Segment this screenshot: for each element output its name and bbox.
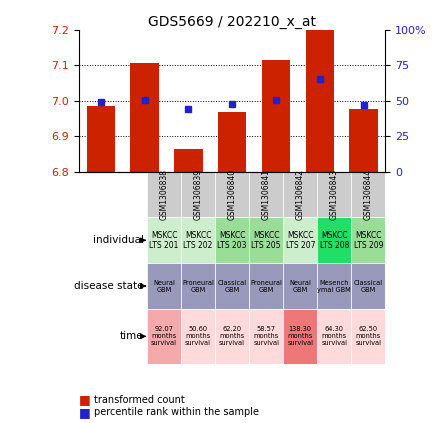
Text: 62.50
months
survival: 62.50 months survival: [355, 326, 381, 346]
Text: MSKCC
LTS 205: MSKCC LTS 205: [251, 231, 281, 250]
Title: GDS5669 / 202210_x_at: GDS5669 / 202210_x_at: [148, 14, 316, 29]
Bar: [181, 263, 215, 309]
Bar: [349, 110, 378, 172]
Bar: [86, 106, 115, 172]
Text: Neural
GBM: Neural GBM: [290, 280, 311, 293]
Bar: [215, 172, 249, 217]
Bar: [283, 172, 317, 217]
Bar: [249, 263, 283, 309]
Text: GSM1306838: GSM1306838: [159, 169, 169, 220]
Text: 50.60
months
survival: 50.60 months survival: [185, 326, 211, 346]
Text: MSKCC
LTS 209: MSKCC LTS 209: [353, 231, 383, 250]
Text: 138.30
months
survival: 138.30 months survival: [287, 326, 313, 346]
Bar: [130, 63, 159, 172]
Text: MSKCC
LTS 203: MSKCC LTS 203: [217, 231, 247, 250]
Bar: [181, 309, 215, 364]
Text: ■: ■: [79, 393, 91, 406]
Bar: [283, 217, 317, 263]
Text: GSM1306842: GSM1306842: [296, 169, 305, 220]
Bar: [283, 309, 317, 364]
Text: GSM1306839: GSM1306839: [194, 169, 202, 220]
Text: Classical
GBM: Classical GBM: [354, 280, 383, 293]
Bar: [174, 148, 202, 172]
Bar: [218, 112, 246, 172]
Bar: [249, 217, 283, 263]
Bar: [305, 30, 334, 172]
Bar: [283, 263, 317, 309]
Text: MSKCC
LTS 208: MSKCC LTS 208: [320, 231, 349, 250]
Bar: [351, 263, 385, 309]
Bar: [317, 263, 351, 309]
Text: GSM1306840: GSM1306840: [228, 169, 237, 220]
Bar: [351, 309, 385, 364]
Text: 62.20
months
survival: 62.20 months survival: [219, 326, 245, 346]
Text: GSM1306844: GSM1306844: [364, 169, 373, 220]
Text: GSM1306841: GSM1306841: [262, 169, 271, 220]
Bar: [317, 172, 351, 217]
Bar: [261, 60, 290, 172]
Bar: [147, 217, 181, 263]
Text: transformed count: transformed count: [94, 395, 185, 405]
Text: disease state: disease state: [74, 281, 144, 291]
Text: 92.07
months
survival: 92.07 months survival: [151, 326, 177, 346]
Bar: [215, 309, 249, 364]
Bar: [147, 263, 181, 309]
Bar: [317, 309, 351, 364]
Text: MSKCC
LTS 202: MSKCC LTS 202: [184, 231, 213, 250]
Text: time: time: [120, 331, 144, 341]
Text: Proneural
GBM: Proneural GBM: [250, 280, 282, 293]
Text: individual: individual: [92, 235, 144, 245]
Text: MSKCC
LTS 207: MSKCC LTS 207: [286, 231, 315, 250]
Text: percentile rank within the sample: percentile rank within the sample: [94, 407, 259, 418]
Bar: [317, 217, 351, 263]
Bar: [147, 172, 181, 217]
Text: Mesench
ymal GBM: Mesench ymal GBM: [318, 280, 351, 293]
Bar: [147, 309, 181, 364]
Bar: [351, 217, 385, 263]
Text: Proneural
GBM: Proneural GBM: [182, 280, 214, 293]
Text: Classical
GBM: Classical GBM: [218, 280, 247, 293]
Bar: [249, 309, 283, 364]
Text: Neural
GBM: Neural GBM: [153, 280, 175, 293]
Text: 64.30
months
survival: 64.30 months survival: [321, 326, 347, 346]
Text: 58.57
months
survival: 58.57 months survival: [253, 326, 279, 346]
Bar: [181, 217, 215, 263]
Bar: [215, 263, 249, 309]
Text: MSKCC
LTS 201: MSKCC LTS 201: [149, 231, 179, 250]
Bar: [249, 172, 283, 217]
Text: GSM1306843: GSM1306843: [330, 169, 339, 220]
Text: ■: ■: [79, 406, 91, 419]
Bar: [181, 172, 215, 217]
Bar: [351, 172, 385, 217]
Bar: [215, 217, 249, 263]
